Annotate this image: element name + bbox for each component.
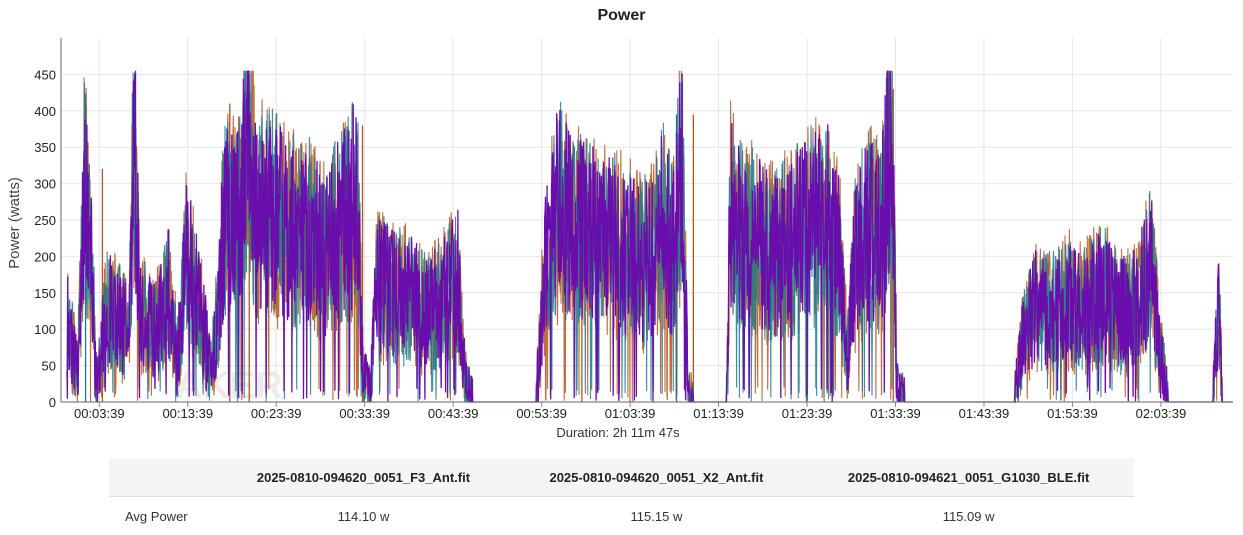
y-tick-label: 150 xyxy=(34,286,56,301)
x-tick-label: 00:43:39 xyxy=(428,406,479,421)
x-tick-label: 01:23:39 xyxy=(782,406,833,421)
table-row: Avg Power 114.10 w 115.15 w 115.09 w xyxy=(109,497,1134,535)
x-tick-label: 00:23:39 xyxy=(251,406,302,421)
series-layer xyxy=(67,71,1233,402)
table-header-cell: 2025-0810-094620_0051_X2_Ant.fit xyxy=(510,458,803,497)
power-chart[interactable]: AKER 05010015020025030035040045000:03:39… xyxy=(0,0,1243,450)
x-tick-label: 00:13:39 xyxy=(162,406,213,421)
y-tick-label: 200 xyxy=(34,249,56,264)
y-tick-label: 400 xyxy=(34,104,56,119)
table-header-row: 2025-0810-094620_0051_F3_Ant.fit 2025-08… xyxy=(109,458,1134,497)
x-tick-label: 01:33:39 xyxy=(870,406,921,421)
x-tick-label: 01:43:39 xyxy=(959,406,1010,421)
stats-table: 2025-0810-094620_0051_F3_Ant.fit 2025-08… xyxy=(109,458,1134,535)
y-tick-label: 450 xyxy=(34,67,56,82)
x-tick-label: 01:13:39 xyxy=(693,406,744,421)
x-tick-label: 02:03:39 xyxy=(1136,406,1187,421)
y-tick-label: 250 xyxy=(34,213,56,228)
y-tick-label: 350 xyxy=(34,140,56,155)
y-axis-title: Power (watts) xyxy=(6,177,23,269)
x-tick-label: 01:53:39 xyxy=(1047,406,1098,421)
table-cell: 115.09 w xyxy=(803,497,1134,535)
table-cell: 114.10 w xyxy=(217,497,509,535)
row-label: Avg Power xyxy=(109,497,217,535)
y-tick-label: 50 xyxy=(42,359,56,374)
y-tick-label: 300 xyxy=(34,177,56,192)
y-tick-label: 0 xyxy=(49,395,56,410)
x-tick-label: 00:03:39 xyxy=(74,406,125,421)
x-tick-label: 00:33:39 xyxy=(339,406,390,421)
x-tick-label: 01:03:39 xyxy=(605,406,656,421)
table-header-cell: 2025-0810-094620_0051_F3_Ant.fit xyxy=(217,458,509,497)
series-line-3[interactable] xyxy=(67,71,1233,402)
y-tick-label: 100 xyxy=(34,322,56,337)
x-tick-label: 00:53:39 xyxy=(516,406,567,421)
table-header-cell xyxy=(109,458,217,497)
x-axis-title: Duration: 2h 11m 47s xyxy=(556,425,680,440)
table-header-cell: 2025-0810-094621_0051_G1030_BLE.fit xyxy=(803,458,1134,497)
table-cell: 115.15 w xyxy=(510,497,803,535)
